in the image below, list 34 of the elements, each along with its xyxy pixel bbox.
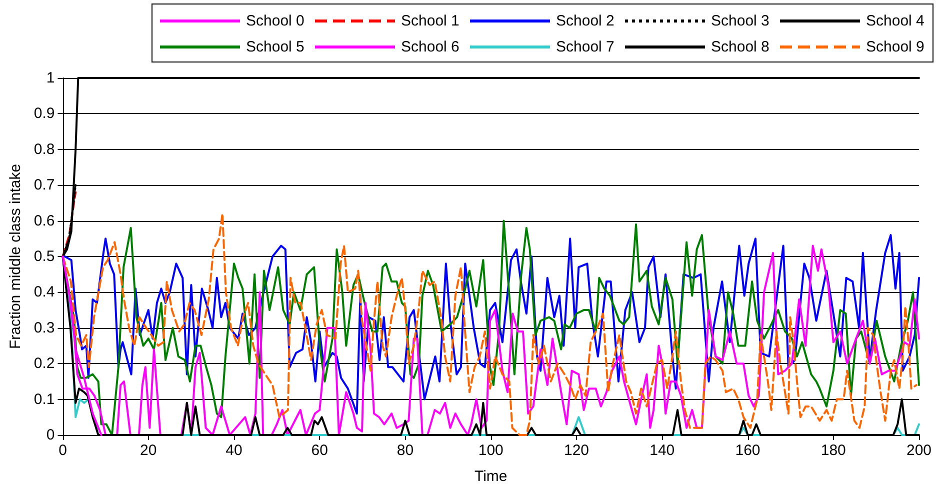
x-tick-label: 80 <box>396 442 414 459</box>
y-axis-title: Fraction middle class intake <box>7 164 24 350</box>
y-tick-label: 1 <box>46 70 55 86</box>
y-tick-label: 0.8 <box>34 140 55 158</box>
legend-label: School 6 <box>401 38 460 56</box>
x-tick-label: 140 <box>650 442 675 459</box>
y-tick-label: 0 <box>46 426 55 444</box>
legend-label: School 2 <box>556 12 614 30</box>
legend-label: School 0 <box>246 12 304 30</box>
legend-label: School 7 <box>556 38 614 56</box>
legend-label: School 8 <box>711 38 770 56</box>
x-tick-label: 200 <box>906 442 932 459</box>
y-tick-label: 0.1 <box>34 390 55 408</box>
x-tick-label: 0 <box>58 442 67 459</box>
x-tick-label: 20 <box>140 442 157 459</box>
x-tick-label: 60 <box>311 442 328 459</box>
legend-label: School 1 <box>401 12 460 30</box>
x-tick-label: 120 <box>564 442 590 459</box>
legend-label: School 9 <box>866 38 924 56</box>
legend-label: School 5 <box>246 38 304 56</box>
x-tick-label: 100 <box>478 442 504 459</box>
y-tick-label: 0.2 <box>34 355 55 372</box>
y-tick-label: 0.3 <box>34 319 55 336</box>
y-tick-label: 0.5 <box>34 248 55 265</box>
legend-label: School 3 <box>711 12 770 30</box>
x-tick-label: 40 <box>226 442 242 459</box>
y-tick-label: 0.7 <box>34 176 55 194</box>
x-tick-label: 180 <box>820 442 846 459</box>
x-tick-label: 160 <box>735 442 760 459</box>
y-tick-label: 0.6 <box>34 212 55 230</box>
y-tick-label: 0.9 <box>34 105 55 122</box>
legend-label: School 4 <box>866 12 924 30</box>
x-axis-title: Time <box>474 468 508 485</box>
y-tick-label: 0.4 <box>34 284 55 301</box>
